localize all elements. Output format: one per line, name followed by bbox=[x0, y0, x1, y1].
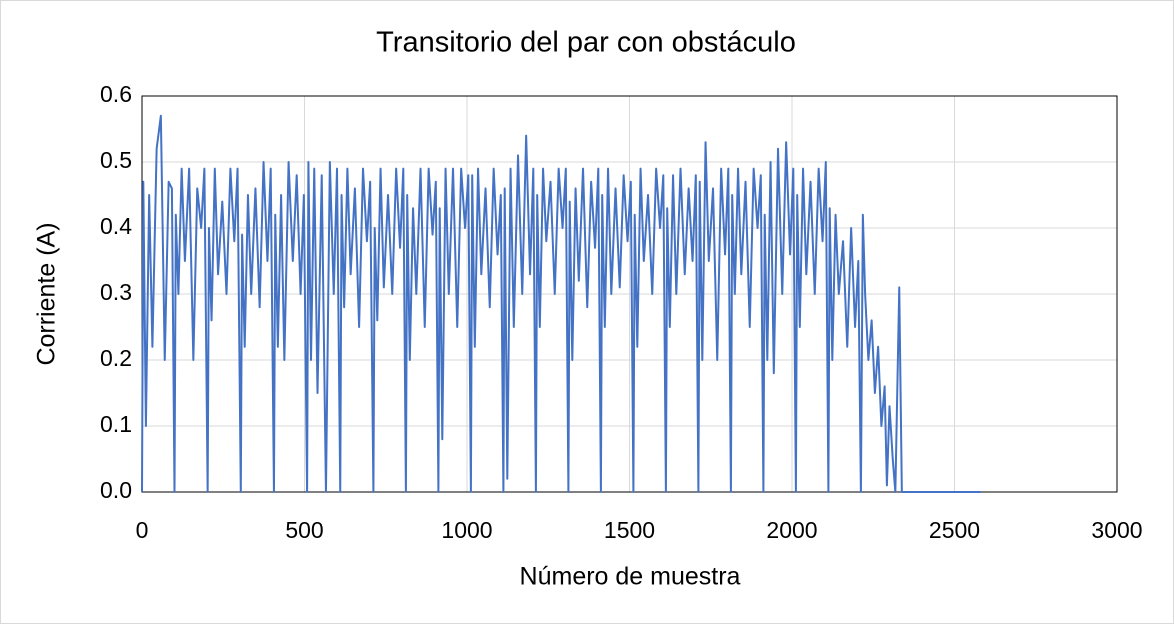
y-tick-label: 0.4 bbox=[100, 213, 132, 239]
y-tick-label: 0.6 bbox=[100, 81, 132, 107]
x-tick-label: 1500 bbox=[604, 517, 655, 543]
x-tick-label: 1000 bbox=[441, 517, 492, 543]
data-line bbox=[141, 114, 981, 493]
y-tick-label: 0.0 bbox=[100, 477, 132, 503]
y-tick-label: 0.5 bbox=[100, 147, 132, 173]
x-tick-label: 0 bbox=[136, 517, 149, 543]
y-axis-label: Corriente (A) bbox=[33, 222, 61, 365]
x-tick-label: 2000 bbox=[766, 517, 817, 543]
x-tick-label: 500 bbox=[285, 517, 323, 543]
y-tick-label: 0.3 bbox=[100, 279, 132, 305]
y-tick-label: 0.1 bbox=[100, 411, 132, 437]
x-tick-label: 3000 bbox=[1091, 517, 1142, 543]
chart-title: Transitorio del par con obstáculo bbox=[376, 27, 796, 59]
x-tick-label: 2500 bbox=[929, 517, 980, 543]
y-tick-label: 0.2 bbox=[100, 345, 132, 371]
x-axis-label: Número de muestra bbox=[520, 563, 741, 591]
